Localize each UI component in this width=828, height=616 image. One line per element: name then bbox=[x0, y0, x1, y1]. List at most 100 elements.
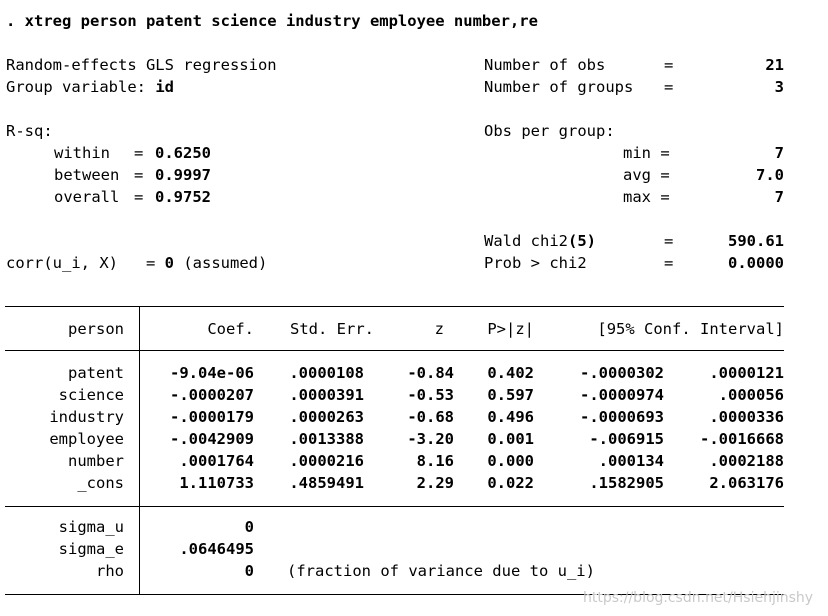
overall-label: overall bbox=[54, 188, 120, 206]
row-ci-lower: -.006915 bbox=[589, 430, 664, 448]
row-name: industry bbox=[49, 408, 124, 426]
wald-df: (5) bbox=[568, 232, 596, 250]
wald-line: Wald chi2(5) bbox=[484, 230, 596, 252]
row-ci-lower: -.0000974 bbox=[580, 386, 664, 404]
sigma-u-label: sigma_u bbox=[58, 518, 124, 536]
corr-equals: = bbox=[145, 254, 165, 272]
row-ci-upper: .000056 bbox=[718, 386, 784, 404]
row-ci-lower: -.0000302 bbox=[580, 364, 664, 382]
prob-value: 0.0000 bbox=[728, 254, 784, 272]
row-name: _cons bbox=[77, 474, 124, 492]
rho-value: 0 bbox=[244, 562, 254, 580]
corr-line: corr(u_i, X) = 0 (assumed) bbox=[6, 252, 267, 274]
ngroups-equals: = bbox=[664, 78, 674, 96]
row-se: .0000216 bbox=[289, 452, 364, 470]
row-z: -3.20 bbox=[407, 430, 454, 448]
row-p: 0.001 bbox=[487, 430, 534, 448]
min-value: 7 bbox=[774, 144, 784, 162]
row-p: 0.402 bbox=[487, 364, 534, 382]
row-coef: -.0000207 bbox=[170, 386, 254, 404]
table-vertical-rule bbox=[139, 306, 140, 594]
between-value: 0.9997 bbox=[155, 166, 211, 184]
row-name: patent bbox=[68, 364, 124, 382]
row-p: 0.496 bbox=[487, 408, 534, 426]
within-value: 0.6250 bbox=[155, 144, 211, 162]
group-variable-label: Group variable: bbox=[6, 78, 156, 96]
row-ci-upper: .0002188 bbox=[709, 452, 784, 470]
col-coef-header: Coef. bbox=[207, 320, 254, 338]
min-label: min = bbox=[623, 144, 670, 162]
table-top-rule bbox=[5, 306, 784, 307]
row-name: employee bbox=[49, 430, 124, 448]
row-ci-upper: -.0016668 bbox=[700, 430, 784, 448]
row-p: 0.000 bbox=[487, 452, 534, 470]
row-ci-upper: 2.063176 bbox=[709, 474, 784, 492]
col-p-header: P>|z| bbox=[487, 320, 534, 338]
row-z: 2.29 bbox=[416, 474, 454, 492]
sigma-e-label: sigma_e bbox=[58, 540, 124, 558]
max-label: max = bbox=[623, 188, 670, 206]
sigma-e-value: .0646495 bbox=[179, 540, 254, 558]
ngroups-label: Number of groups bbox=[484, 78, 634, 96]
group-variable-value: id bbox=[155, 78, 174, 96]
row-ci-lower: -.0000693 bbox=[580, 408, 664, 426]
overall-value: 0.9752 bbox=[155, 188, 211, 206]
within-equals: = bbox=[134, 144, 144, 162]
row-name: number bbox=[68, 452, 124, 470]
table-header-rule bbox=[5, 350, 784, 351]
rho-note: (fraction of variance due to u_i) bbox=[287, 562, 595, 580]
sigma-u-value: 0 bbox=[244, 518, 254, 536]
row-ci-lower: .1582905 bbox=[589, 474, 664, 492]
row-ci-upper: .0000121 bbox=[709, 364, 784, 382]
row-p: 0.597 bbox=[487, 386, 534, 404]
row-se: .0000263 bbox=[289, 408, 364, 426]
row-ci-lower: .000134 bbox=[598, 452, 664, 470]
row-coef: .0001764 bbox=[179, 452, 254, 470]
prob-label: Prob > chi2 bbox=[484, 254, 587, 272]
col-se-header: Std. Err. bbox=[290, 320, 374, 338]
between-equals: = bbox=[134, 166, 144, 184]
wald-label: Wald chi2 bbox=[484, 232, 568, 250]
row-p: 0.022 bbox=[487, 474, 534, 492]
model-title: Random-effects GLS regression bbox=[6, 56, 277, 74]
row-se: .0000391 bbox=[289, 386, 364, 404]
row-se: .4859491 bbox=[289, 474, 364, 492]
corr-value: 0 bbox=[164, 254, 174, 272]
between-label: between bbox=[54, 166, 120, 184]
avg-value: 7.0 bbox=[756, 166, 784, 184]
row-z: 8.16 bbox=[416, 452, 454, 470]
row-coef: -.0000179 bbox=[170, 408, 254, 426]
table-bottom-rule bbox=[5, 594, 784, 595]
group-variable-line: Group variable: id bbox=[6, 76, 174, 98]
nobs-equals: = bbox=[664, 56, 674, 74]
nobs-label: Number of obs bbox=[484, 56, 606, 74]
rho-label: rho bbox=[96, 562, 124, 580]
table-sigma-rule bbox=[5, 506, 784, 507]
col-ci-header: [95% Conf. Interval] bbox=[597, 320, 784, 338]
watermark-text: https://blog.csdn.net/Hsiehjinshy bbox=[583, 590, 814, 606]
row-z: -0.53 bbox=[407, 386, 454, 404]
stata-command: . xtreg person patent science industry e… bbox=[6, 12, 538, 30]
overall-equals: = bbox=[134, 188, 144, 206]
wald-value: 590.61 bbox=[728, 232, 784, 250]
ngroups-value: 3 bbox=[774, 78, 784, 96]
row-coef: 1.110733 bbox=[179, 474, 254, 492]
within-label: within bbox=[54, 144, 110, 162]
obs-per-group-label: Obs per group: bbox=[484, 122, 615, 140]
row-se: .0000108 bbox=[289, 364, 364, 382]
corr-label: corr(u_i, X) bbox=[6, 254, 118, 272]
row-name: science bbox=[58, 386, 124, 404]
prob-equals: = bbox=[664, 254, 674, 272]
row-coef: -9.04e-06 bbox=[170, 364, 254, 382]
dep-var-header: person bbox=[68, 320, 124, 338]
wald-equals: = bbox=[664, 232, 674, 250]
row-z: -0.84 bbox=[407, 364, 454, 382]
rsq-label: R-sq: bbox=[6, 122, 53, 140]
row-ci-upper: .0000336 bbox=[709, 408, 784, 426]
row-se: .0013388 bbox=[289, 430, 364, 448]
col-z-header: z bbox=[434, 320, 444, 338]
corr-note: (assumed) bbox=[174, 254, 268, 272]
max-value: 7 bbox=[774, 188, 784, 206]
row-z: -0.68 bbox=[407, 408, 454, 426]
nobs-value: 21 bbox=[765, 56, 784, 74]
